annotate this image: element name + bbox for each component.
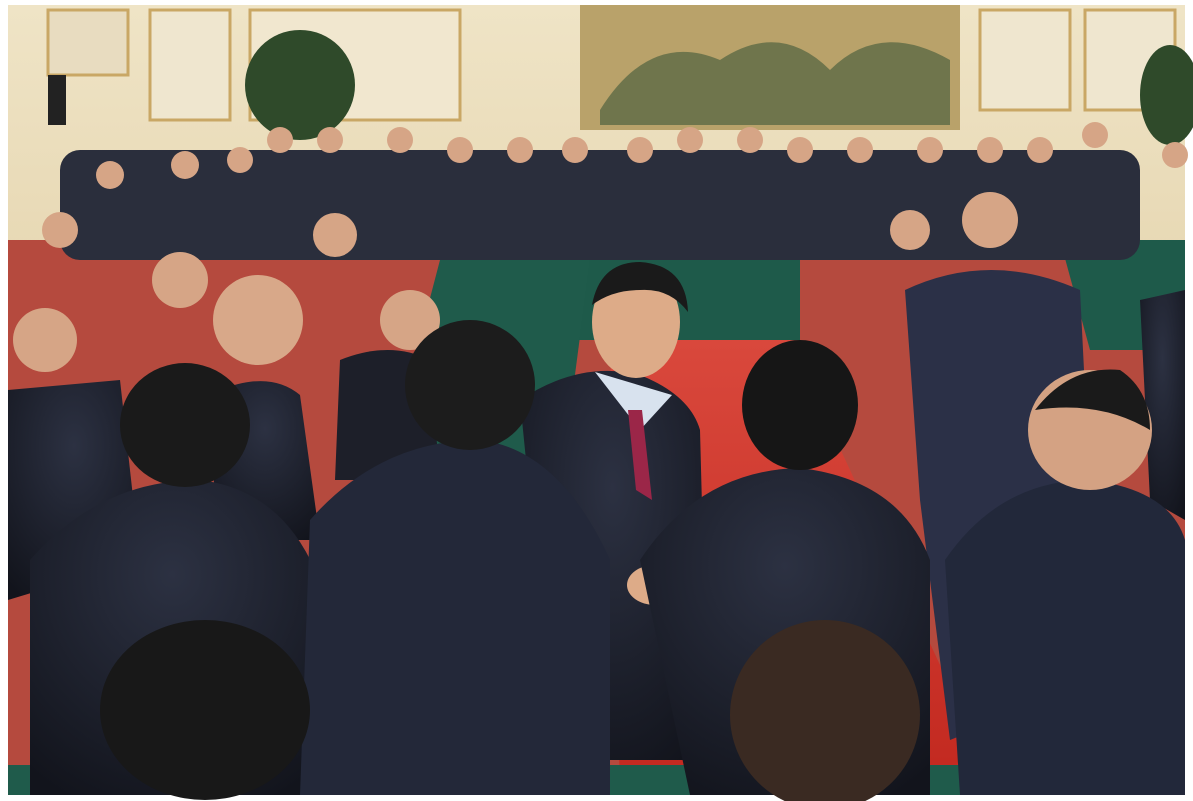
head	[405, 320, 535, 450]
plant	[1140, 45, 1193, 145]
hair	[592, 262, 688, 312]
foreground	[30, 320, 1185, 801]
crowd-faces	[13, 122, 1188, 372]
shirt	[595, 372, 672, 430]
back-suit	[945, 480, 1185, 795]
face	[592, 266, 680, 378]
speaker	[48, 75, 66, 125]
right-man	[1140, 290, 1185, 520]
face	[213, 275, 303, 365]
back-suit	[300, 440, 610, 795]
wall-panel	[46, 8, 130, 77]
head	[100, 620, 310, 800]
plant	[245, 30, 355, 140]
wall-panel	[978, 8, 1072, 112]
head	[120, 363, 250, 487]
hair	[1035, 369, 1150, 430]
head	[730, 620, 920, 801]
painting-trees	[600, 42, 950, 125]
wall-panel	[148, 8, 232, 122]
tie	[628, 410, 652, 500]
head	[742, 340, 858, 470]
